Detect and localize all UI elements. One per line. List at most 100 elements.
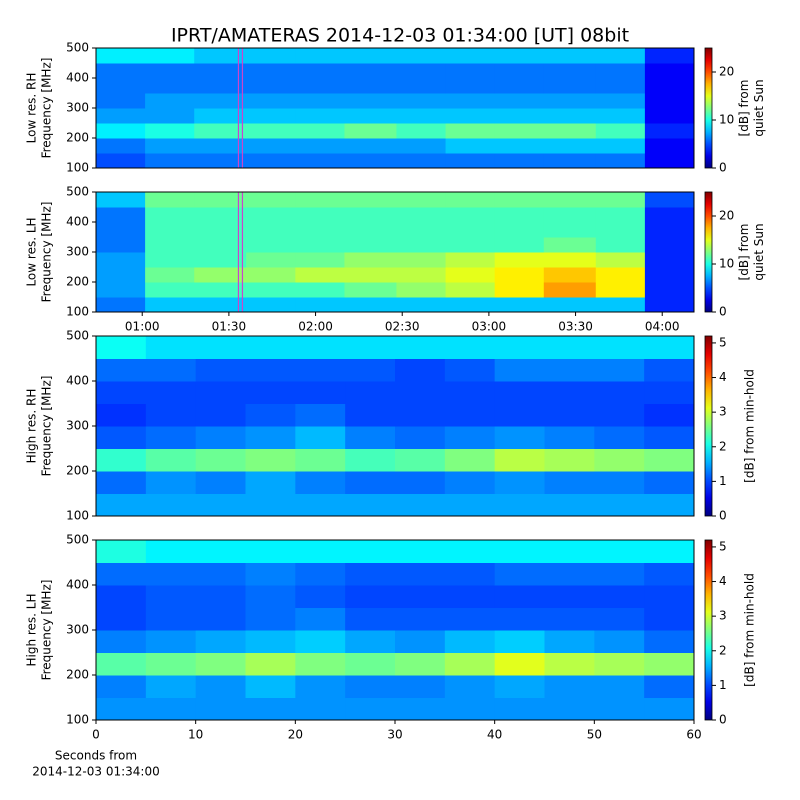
heatmap-cell [295, 63, 345, 79]
heatmap-cell [246, 153, 296, 169]
x-tick-label: 01:00 [125, 320, 160, 334]
heatmap-cell [445, 78, 496, 94]
colorbar-tick-label: 4 [719, 574, 727, 588]
heatmap-cell [644, 108, 695, 124]
heatmap-cell [644, 448, 695, 472]
heatmap-cell [145, 697, 197, 721]
heatmap-cell [145, 192, 195, 208]
heatmap-cell [494, 426, 545, 449]
heatmap-cell [445, 93, 496, 109]
heatmap-cell [395, 403, 446, 427]
heatmap-cell [295, 426, 346, 449]
heatmap-cell [145, 93, 195, 109]
heatmap-cell [295, 471, 346, 494]
heatmap-cell [96, 282, 146, 298]
heatmap-cell [396, 282, 447, 298]
heatmap-cell [494, 78, 545, 94]
heatmap-cell [246, 108, 296, 124]
heatmap-cell [295, 585, 346, 608]
heatmap-cell [194, 63, 247, 79]
x-axis-label: 2014-12-03 01:34:00 [32, 765, 159, 779]
heatmap-cell [145, 48, 195, 64]
heatmap-cell [543, 63, 597, 79]
heatmap-cell [96, 267, 146, 283]
heatmap-cell [395, 607, 446, 631]
heatmap-cell [644, 675, 695, 698]
heatmap-cell [295, 252, 345, 268]
heatmap-cell [445, 297, 496, 313]
x-tick-label: 03:00 [472, 320, 507, 334]
heatmap-cell [395, 585, 446, 608]
heatmap-cell [494, 282, 545, 298]
heatmap-cell [145, 123, 195, 139]
heatmap-cell [345, 358, 396, 382]
colorbar-tick-label: 0 [719, 305, 727, 319]
colorbar-tick-label: 4 [719, 370, 727, 384]
heatmap-cell [96, 630, 147, 653]
heatmap-cell [595, 138, 646, 154]
heatmap-cell [245, 540, 296, 563]
heatmap-cell [245, 607, 296, 631]
heatmap-cell [395, 493, 446, 517]
y-axis-label: Frequency [MHz] [40, 376, 54, 477]
y-tick-label: 300 [66, 419, 89, 433]
x-tick-label: 04:00 [645, 320, 680, 334]
heatmap-cell [295, 358, 346, 382]
heatmap-cell [445, 63, 496, 79]
heatmap-cell [96, 297, 146, 313]
heatmap-cell [396, 63, 447, 79]
colorbar-tick-label: 5 [719, 335, 727, 349]
heatmap-cell [345, 585, 396, 608]
heatmap-cell [594, 675, 645, 698]
heatmap-cell [194, 297, 247, 313]
heatmap-cell [396, 267, 447, 283]
heatmap-cell [246, 267, 296, 283]
heatmap-cell [444, 630, 496, 653]
heatmap-cell [494, 540, 545, 563]
heatmap-cell [595, 207, 646, 223]
x-tick-label: 01:30 [212, 320, 247, 334]
y-axis-label: Frequency [MHz] [40, 580, 54, 681]
heatmap-cell [246, 78, 296, 94]
heatmap-cell [445, 282, 496, 298]
y-tick-label: 200 [66, 464, 89, 478]
colorbar-label: [dB] from [737, 224, 751, 281]
heatmap-cell [494, 381, 545, 404]
heatmap-cell [96, 493, 147, 517]
heatmap-cell [543, 123, 597, 139]
heatmap-cell [594, 562, 645, 586]
heatmap-cell [594, 493, 645, 517]
heatmap-cell [145, 403, 197, 427]
heatmap-cell [195, 630, 246, 653]
heatmap-cell [145, 78, 195, 94]
heatmap-cell [544, 675, 595, 698]
heatmap-cell [145, 448, 197, 472]
heatmap-cell [295, 222, 345, 238]
heatmap-cell [195, 652, 246, 676]
heatmap-cell [396, 222, 447, 238]
heatmap-cell [544, 540, 595, 563]
heatmap-cell [145, 652, 197, 676]
heatmap-cell [396, 108, 447, 124]
heatmap-cell [145, 267, 195, 283]
heatmap-cell [145, 358, 197, 382]
heatmap-cell [344, 222, 397, 238]
heatmap-cell [96, 237, 146, 253]
heatmap-cell [543, 48, 597, 64]
heatmap-cell [194, 207, 247, 223]
heatmap-cell [344, 297, 397, 313]
heatmap-cell [644, 48, 695, 64]
colorbar-tick-label: 0 [719, 509, 727, 523]
heatmap-cell [644, 63, 695, 79]
heatmap-cell [494, 138, 545, 154]
heatmap-cell [96, 675, 147, 698]
heatmap-cell [544, 607, 595, 631]
heatmap-cell [594, 381, 645, 404]
heatmap-cell [544, 585, 595, 608]
y-tick-label: 200 [66, 131, 89, 145]
heatmap-cell [494, 652, 545, 676]
heatmap-cell [295, 607, 346, 631]
heatmap-cell [395, 426, 446, 449]
colorbar-label: [dB] from min-hold [743, 573, 757, 687]
